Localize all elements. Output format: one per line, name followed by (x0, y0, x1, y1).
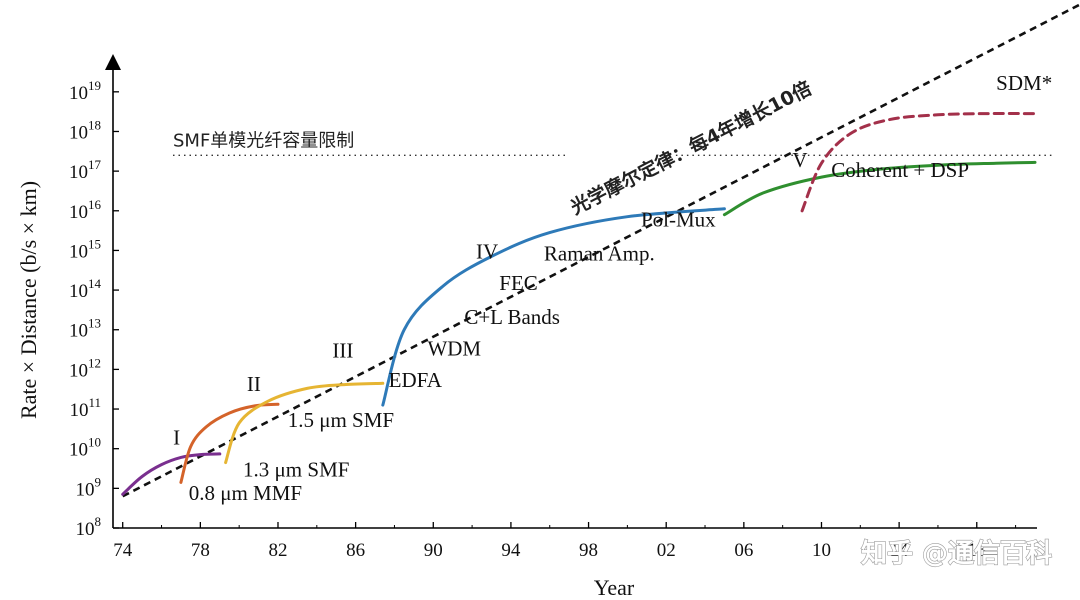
series-line-gen5 (722, 160, 1037, 217)
axis-titles: Year Rate × Distance (b/s × km) (16, 181, 635, 600)
annotation-smf13: 1.3 μm SMF (243, 457, 349, 481)
annotation-roman5: V (792, 148, 807, 172)
tick-labels: 74 78 82 86 90 94 98 02 06 10 14 181081091010101110… (69, 78, 986, 561)
series-line-gen4 (381, 207, 726, 407)
annotation-roman4: IV (476, 239, 498, 263)
annotation-roman3: III (332, 338, 353, 362)
series-group (121, 112, 1037, 496)
series-line-sdm (800, 112, 1037, 213)
y-tick-label: 1016 (69, 197, 102, 223)
annotation-cl: C+L Bands (464, 305, 560, 329)
x-tick-label: 10 (812, 540, 831, 561)
y-tick-label: 1014 (69, 276, 102, 302)
y-tick-label: 109 (76, 474, 102, 500)
y-tick-label: 1017 (69, 157, 102, 183)
y-tick-label: 1011 (69, 395, 101, 421)
annotation-fec: FEC (499, 271, 538, 295)
x-tick-label: 82 (268, 540, 287, 561)
smf-limit-label: SMF单模光纤容量限制 (173, 130, 354, 151)
series-line-gen3 (224, 381, 385, 465)
annotation-polmux: Pol-Mux (641, 208, 716, 232)
x-tick-label: 14 (890, 540, 910, 561)
y-tick-label: 1019 (69, 78, 101, 104)
watermark-text: 知乎 @通信百科 (861, 539, 1052, 569)
y-tick-label: 108 (76, 514, 102, 540)
x-tick-label: 86 (346, 540, 365, 561)
watermark: 知乎 @通信百科 (860, 538, 1052, 569)
x-tick-label: 06 (734, 540, 753, 561)
x-tick-label: 94 (501, 540, 521, 561)
y-axis-title: Rate × Distance (b/s × km) (16, 181, 41, 419)
y-tick-label: 1015 (69, 236, 101, 262)
y-tick-label: 1013 (69, 316, 101, 342)
y-tick-label: 1018 (69, 117, 101, 143)
x-tick-label: 74 (113, 540, 133, 561)
annotation-roman1: I (173, 426, 180, 450)
x-tick-label: 98 (579, 540, 598, 561)
x-tick-label: 18 (967, 540, 986, 561)
axes (105, 54, 1037, 529)
annotation-raman: Raman Amp. (544, 241, 655, 265)
x-axis-title: Year (594, 575, 635, 600)
annotation-edfa: EDFA (389, 368, 443, 392)
x-tick-label: 02 (657, 540, 676, 561)
x-tick-label: 90 (424, 540, 443, 561)
y-tick-label: 1012 (69, 355, 101, 381)
moore-law-label: 光学摩尔定律：每4年增长10倍 (566, 76, 815, 219)
annotation-roman2: II (247, 372, 261, 396)
annotation-coherent: Coherent + DSP (831, 158, 969, 182)
moore-law-line (122, 3, 1080, 498)
series-line-gen1 (121, 452, 222, 496)
series-line-gen2 (179, 402, 280, 484)
annotation-smf15: 1.5 μm SMF (288, 408, 394, 432)
x-tick-label: 78 (191, 540, 210, 561)
annotation-mmf: 0.8 μm MMF (189, 481, 302, 505)
y-tick-label: 1010 (69, 435, 101, 461)
annotation-sdm_label: SDM* (996, 71, 1052, 95)
annotation-wdm: WDM (427, 337, 481, 361)
